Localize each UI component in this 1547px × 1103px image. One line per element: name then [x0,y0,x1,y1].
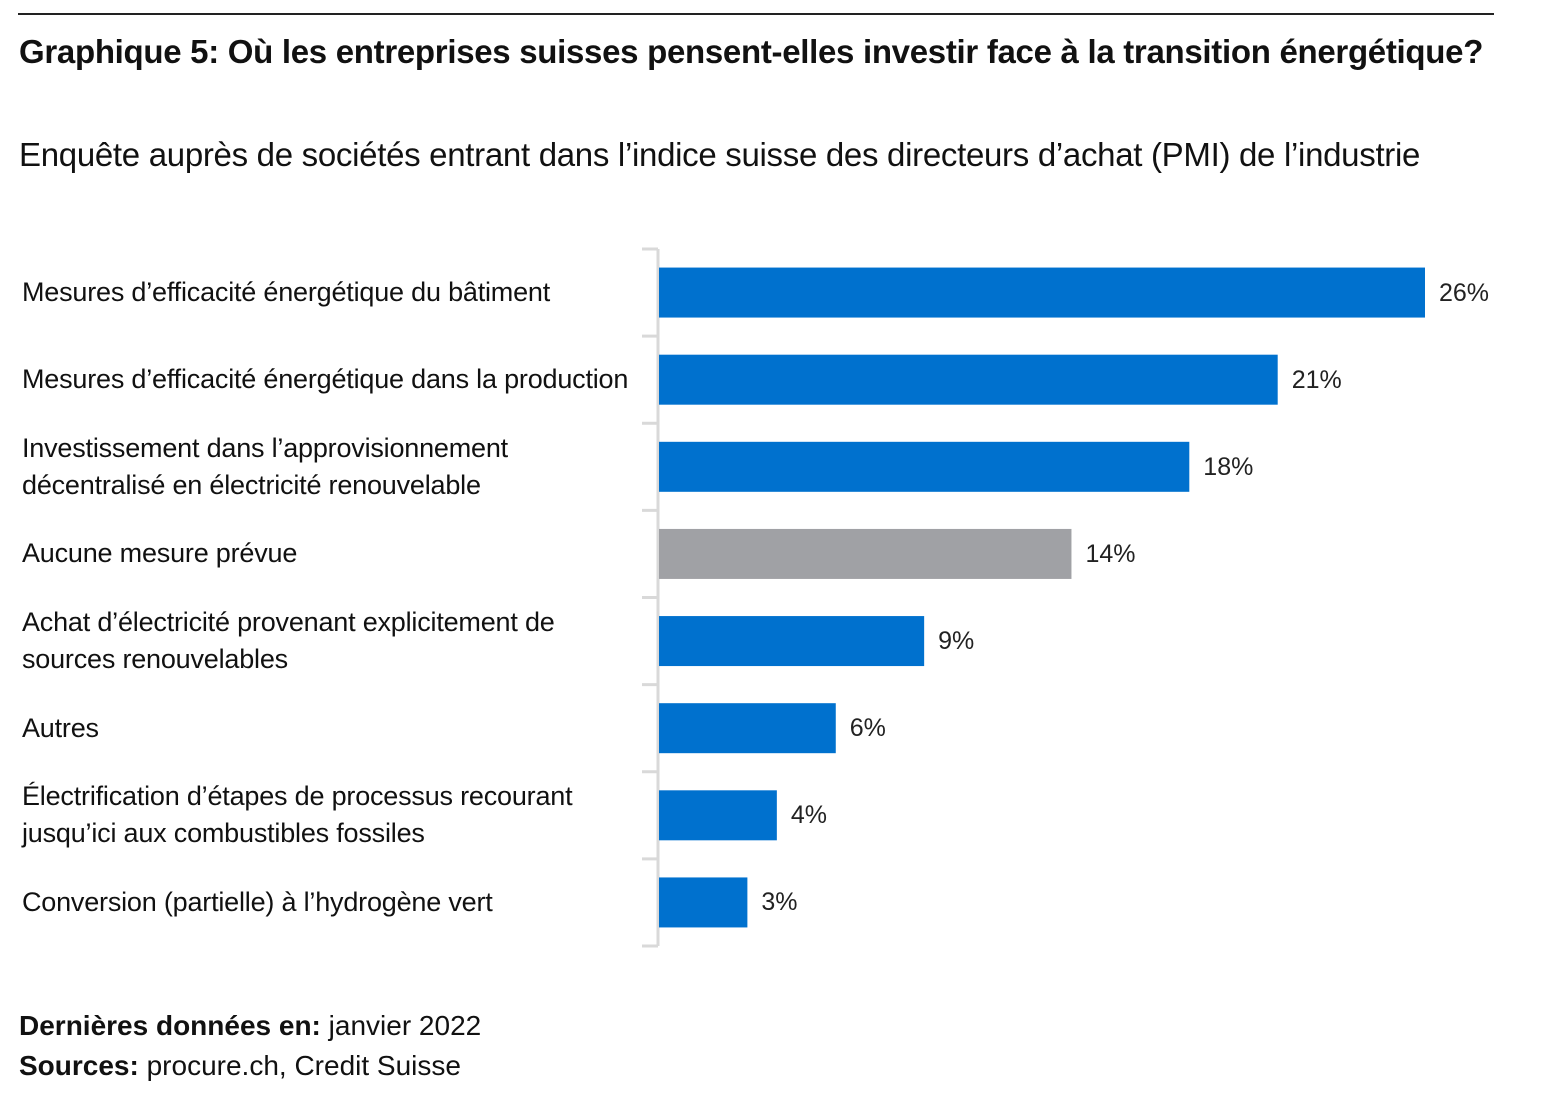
data-label: 4% [790,801,827,830]
footer-sources: Sources: procure.ch, Credit Suisse [19,1046,461,1086]
bar [659,441,1190,492]
latest-data-label: Dernières données en: [19,1010,321,1041]
data-label: 14% [1085,539,1136,568]
chart-title: Graphique 5: Où les entreprises suisses … [19,33,1484,70]
bar [659,354,1278,405]
data-label: 26% [1439,278,1490,307]
category-label: Mesures d’efficacité énergétique du bâti… [22,277,551,308]
category-label: Autres [22,712,99,743]
bar [659,616,925,667]
sources-label: Sources: [19,1050,139,1081]
bar [659,790,777,841]
data-label: 21% [1291,365,1342,394]
bar [659,877,748,928]
data-label: 9% [938,627,975,656]
data-label: 3% [761,888,798,917]
bar [659,703,836,754]
bar [659,267,1425,318]
category-label: Conversion (partielle) à l’hydrogène ver… [22,886,493,917]
category-label: Investissement dans l’approvisionnement … [22,432,508,500]
category-label: Mesures d’efficacité énergétique dans la… [22,364,629,395]
category-label: Aucune mesure prévue [22,538,298,569]
data-label: 6% [849,714,886,743]
footer-latest-data: Dernières données en: janvier 2022 [19,1006,481,1046]
latest-data-value: janvier 2022 [328,1010,482,1041]
sources-value: procure.ch, Credit Suisse [146,1050,461,1081]
data-label: 18% [1203,452,1254,481]
bar [659,528,1072,579]
top-rule [18,13,1494,15]
category-label: Achat d’électricité provenant explicitem… [22,607,555,675]
category-label: Électrification d’étapes de processus re… [22,781,573,849]
chart-subtitle: Enquête auprès de sociétés entrant dans … [19,136,1421,173]
